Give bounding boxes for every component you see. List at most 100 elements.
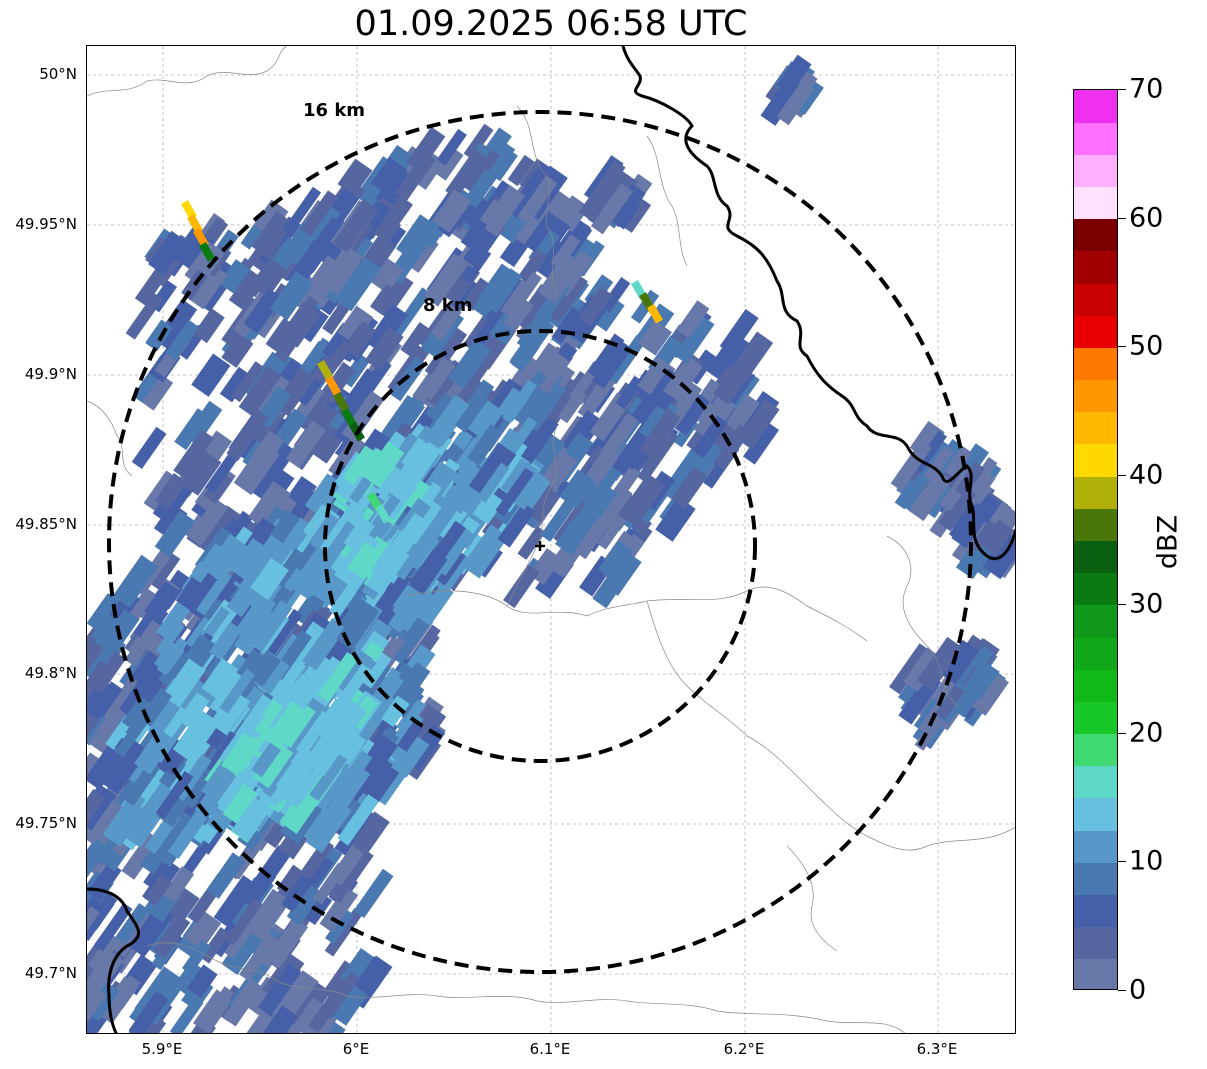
echo-pixel [177, 692, 210, 729]
echo-pixel [350, 956, 388, 999]
echo-pixel [531, 489, 560, 523]
echo-pixel [619, 473, 666, 527]
echo-pixel [969, 671, 1009, 716]
echo-pixel [250, 600, 293, 652]
echo-pixel [129, 977, 167, 1024]
echo-pixel [275, 750, 313, 795]
echo-pixel [112, 554, 159, 608]
echo-pixel [191, 353, 231, 397]
echo-pixel [328, 982, 368, 1026]
echo-pixel [400, 321, 431, 357]
echo-pixel [375, 166, 416, 211]
colorbar-segment [1074, 347, 1117, 381]
echo-pixel [426, 394, 471, 447]
echo-pixel [674, 315, 715, 365]
echo-pixel [292, 997, 328, 1033]
echo-pixel [577, 459, 622, 510]
echo-pixel [526, 381, 567, 432]
echo-pixel [252, 699, 289, 740]
colorbar-segment [1074, 572, 1117, 606]
echo-pixel [404, 480, 433, 512]
echo-pixel [436, 128, 467, 166]
echo-pixel [250, 557, 289, 601]
echo-pixel [173, 429, 214, 479]
echo-pixel [517, 175, 558, 225]
echo-pixel [463, 169, 498, 209]
echo-pixel [513, 470, 547, 510]
echo-pixel [935, 685, 965, 720]
echo-pixel [600, 276, 631, 313]
ring-label-16km: 16 km [303, 100, 366, 121]
echo-pixel [342, 445, 377, 485]
echo-pixel [87, 752, 102, 794]
echo-pixel [224, 897, 263, 946]
echo-pixel [269, 271, 314, 321]
echo-pixel [319, 361, 356, 405]
echo-pixel [370, 157, 408, 196]
echo-pixel [286, 220, 329, 270]
echo-pixel [165, 319, 200, 361]
echo-pixel [670, 466, 708, 509]
echo-pixel [262, 758, 294, 798]
echo-pixel [637, 356, 676, 399]
echo-pixel [353, 868, 394, 918]
echo-pixel [312, 216, 346, 254]
echo-core [317, 360, 333, 380]
echo-pixel [302, 618, 347, 671]
echo-pixel [185, 616, 213, 650]
echo-pixel [282, 705, 316, 748]
echo-pixel [194, 766, 234, 817]
echo-pixel [201, 986, 234, 1026]
echo-pixel [99, 737, 149, 795]
echo-pixel [304, 657, 338, 697]
echo-pixel [430, 304, 462, 341]
echo-pixel [247, 481, 292, 530]
echo-pixel [251, 1005, 298, 1033]
echo-pixel [305, 1020, 346, 1033]
echo-pixel [148, 230, 188, 276]
echo-pixel [87, 898, 115, 931]
echo-pixel [472, 490, 505, 525]
echo-pixel [87, 906, 100, 939]
echo-pixel [578, 286, 613, 327]
echo-pixel [199, 927, 231, 964]
echo-pixel [217, 770, 256, 815]
echo-pixel [371, 568, 412, 614]
echo-pixel [364, 326, 404, 371]
colorbar-segment [1074, 669, 1117, 702]
echo-pixel [155, 770, 194, 819]
map-canvas [87, 46, 1015, 1033]
echo-pixel [230, 537, 268, 581]
echo-pixel [376, 465, 404, 499]
echo-pixel [153, 640, 185, 674]
colorbar-segment [1074, 862, 1117, 895]
echo-pixel [228, 269, 266, 311]
echo-pixel [395, 151, 436, 201]
echo-pixel [333, 199, 378, 253]
echo-pixel [87, 799, 129, 851]
lon-tick-6: 6°E [342, 1040, 370, 1058]
echo-pixel [500, 279, 534, 319]
echo-pixel [349, 474, 374, 504]
echo-pixel [370, 283, 399, 315]
echo-pixel [270, 509, 301, 544]
echo-pixel [265, 608, 303, 656]
colorbar-segment [1074, 926, 1117, 960]
echo-pixel [676, 300, 710, 339]
echo-pixel [186, 964, 218, 999]
colorbar-segment [1074, 830, 1117, 863]
colorbar-segment [1074, 637, 1117, 670]
echo-pixel [944, 445, 972, 478]
echo-pixel [574, 516, 610, 560]
echo-pixel [243, 287, 283, 334]
lat-tick-49-8: 49.8°N [24, 664, 77, 682]
lat-tick-49-85: 49.85°N [15, 515, 77, 533]
echo-pixel [663, 356, 704, 402]
echo-pixel [551, 307, 582, 344]
range-rings [107, 110, 973, 974]
echo-pixel [550, 234, 581, 270]
echo-pixel [238, 365, 282, 417]
echo-pixel [889, 643, 931, 695]
echo-pixel [324, 908, 355, 945]
echo-pixel [983, 532, 1015, 580]
